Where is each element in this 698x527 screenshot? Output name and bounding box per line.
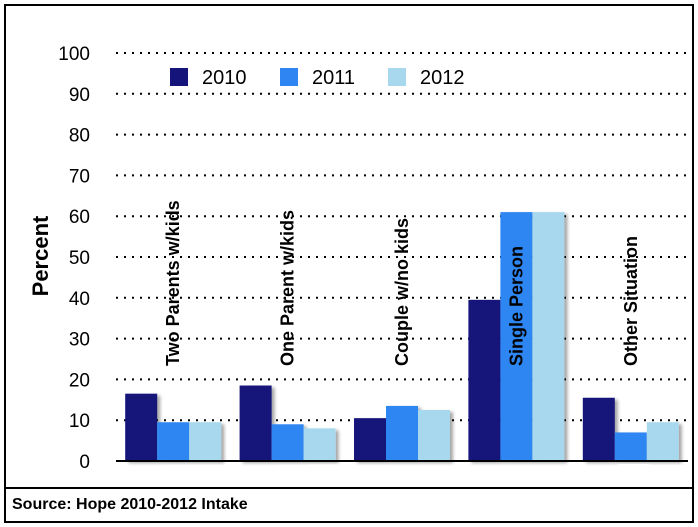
y-tick-label: 90: [69, 85, 90, 106]
source-note: Source: Hope 2010-2012 Intake: [12, 496, 248, 513]
category-label: Couple w/no kids: [392, 218, 412, 366]
legend-swatch: [388, 68, 406, 86]
category-label: Two Parents w/kids: [163, 200, 183, 366]
bar-2011: [614, 432, 647, 461]
bar-2011: [386, 405, 418, 461]
y-tick-label: 60: [69, 207, 90, 228]
bar-2012: [418, 410, 450, 461]
y-tick-label: 0: [79, 452, 90, 473]
bar-2010: [239, 385, 272, 461]
y-tick-label: 80: [69, 126, 90, 147]
legend-swatch: [280, 68, 298, 86]
category-label: Other Situation: [621, 236, 641, 366]
y-tick-label: 100: [58, 44, 90, 65]
y-tick-label: 20: [69, 370, 90, 391]
bar-2010: [582, 397, 615, 461]
bar-chart: 0 10 20 30 40 50 60 70 80 90 100 Two Parents w/kid…: [28, 44, 688, 473]
bar-2011: [271, 424, 304, 461]
bar-2010: [468, 299, 501, 461]
category-label: Single Person: [506, 246, 526, 366]
legend-label: 2010: [202, 67, 247, 89]
chart-frame: 0 10 20 30 40 50 60 70 80 90 100 Two Parents w/kid…: [4, 4, 694, 523]
y-tick-label: 40: [69, 289, 90, 310]
source-divider: [6, 487, 692, 489]
category-label: One Parent w/kids: [278, 210, 298, 366]
legend-label: 2011: [312, 67, 355, 89]
bar-2012: [646, 422, 679, 461]
bar-2010: [354, 418, 386, 461]
y-tick-label: 50: [69, 248, 90, 269]
bar-2011: [500, 212, 533, 461]
legend-swatch: [170, 68, 188, 86]
legend-label: 2012: [420, 67, 465, 89]
y-tick-label: 10: [69, 411, 90, 432]
y-tick-label: 30: [69, 330, 90, 351]
y-axis-title: Percent: [28, 215, 53, 296]
bar-2012: [532, 212, 565, 461]
bar-2011: [157, 422, 190, 461]
y-tick-label: 70: [69, 166, 90, 187]
bar-2010: [125, 393, 158, 461]
bar-2012: [189, 422, 222, 461]
bar-2012: [303, 428, 336, 461]
